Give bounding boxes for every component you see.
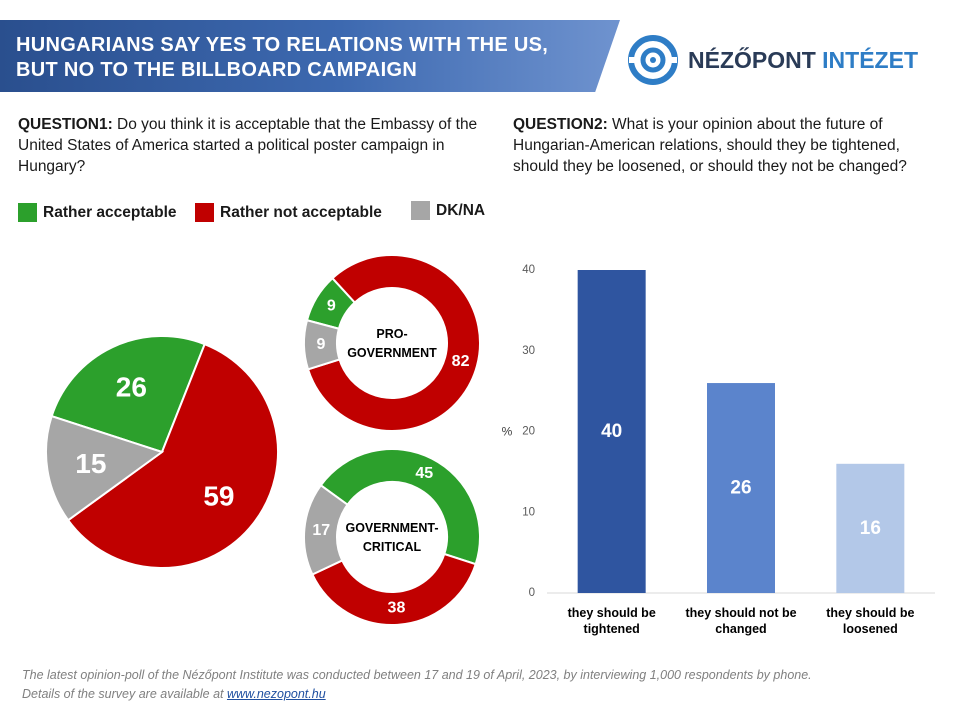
title-line-2: BUT NO TO THE BILLBOARD CAMPAIGN (16, 59, 418, 81)
slice-rather-not-acceptable (311, 552, 477, 626)
legend-item-dkna: DK/NA (411, 201, 485, 220)
bar-2 (707, 383, 775, 593)
slice-dk-na (45, 414, 165, 522)
question-2-text: What is your opinion about the future of… (513, 116, 907, 175)
donut-chart-pro-government: 9 82 9 PRO- GOVERNMENT (303, 254, 481, 432)
y-tick-label: 40 (522, 264, 535, 276)
donut-title-line-2: GOVERNMENT (347, 346, 437, 360)
header-banner (0, 20, 620, 92)
slice-label-rather-acceptable: 45 (415, 465, 433, 482)
donut-title-line-2: CRITICAL (363, 540, 422, 554)
slice-label-dk-na: 15 (75, 448, 106, 479)
y-tick-label: 20 (522, 426, 535, 438)
question-1-label: QUESTION1: (18, 116, 113, 133)
slice-label-dk-na: 17 (312, 522, 330, 539)
legend-item-not-acceptable: Rather not acceptable (195, 203, 382, 222)
slice-label-rather-not-acceptable: 38 (388, 599, 406, 616)
donut-chart-government-critical: 45 38 17 GOVERNMENT- CRITICAL (303, 448, 481, 626)
question-1: QUESTION1: Do you think it is acceptable… (18, 114, 488, 177)
target-icon (628, 35, 678, 85)
slice-label-rather-not-acceptable: 82 (452, 353, 470, 370)
x-tick-label: they should be (826, 606, 914, 620)
y-axis-label: % (502, 425, 513, 439)
legend-swatch-acceptable (18, 203, 37, 222)
logo-wordmark: NÉZŐPONT INTÉZET (688, 47, 918, 74)
nezopont-logo: NÉZŐPONT INTÉZET (628, 34, 918, 86)
slice-rather-not-acceptable (306, 254, 481, 432)
legend-label-acceptable: Rather acceptable (43, 203, 177, 221)
footnote: The latest opinion-poll of the Nézőpont … (22, 666, 952, 704)
survey-link[interactable]: www.nezopont.hu (226, 687, 326, 701)
slice-label-dk-na: 9 (317, 336, 326, 353)
y-tick-label: 10 (522, 506, 535, 518)
legend-swatch-not-acceptable (195, 203, 214, 222)
bar-1 (577, 270, 646, 593)
slice-rather-not-acceptable (66, 342, 279, 569)
pie-chart-total: 26 59 15 (45, 335, 279, 569)
legend-label-dkna: DK/NA (436, 201, 486, 219)
x-tick-label: tightened (584, 622, 640, 636)
logo-word-1: NÉZŐPONT (688, 46, 816, 73)
title-line-1: HUNGARIANS SAY YES TO RELATIONS WITH THE… (16, 34, 549, 56)
x-tick-label: changed (715, 622, 766, 636)
donut-title-line-1: PRO- (376, 327, 407, 341)
bar-value-label: 40 (601, 421, 622, 442)
bar-3 (836, 463, 905, 593)
question-2-label: QUESTION2: (513, 116, 608, 133)
y-tick-label: 30 (522, 345, 535, 357)
footnote-line-1: The latest opinion-poll of the Nézőpont … (22, 668, 812, 682)
x-tick-label: loosened (843, 622, 898, 636)
slice-label-rather-acceptable: 26 (116, 371, 147, 402)
legend-label-not-acceptable: Rather not acceptable (220, 203, 382, 221)
slice-rather-acceptable (319, 448, 481, 566)
legend-swatch-dkna (411, 201, 430, 220)
x-tick-label: they should not be (685, 606, 796, 620)
bar-value-label: 16 (860, 518, 881, 539)
footnote-line-2: Details of the survey are available at (22, 687, 227, 701)
donut-title-line-1: GOVERNMENT- (345, 521, 438, 535)
slice-dk-na (303, 483, 349, 576)
y-tick-label: 0 (529, 587, 535, 599)
slice-dk-na (303, 318, 341, 371)
x-tick-label: they should be (568, 606, 656, 620)
slice-label-rather-not-acceptable: 59 (203, 481, 234, 512)
bar-chart-relations: 0 10 20 30 40% 40 they should be tightened 26 the… (502, 264, 935, 636)
legend-item-acceptable: Rather acceptable (18, 203, 177, 222)
slice-label-rather-acceptable: 9 (327, 298, 336, 315)
logo-word-2: INTÉZET (822, 46, 919, 73)
bar-value-label: 26 (730, 478, 751, 499)
question-1-text: Do you think it is acceptable that the E… (18, 116, 478, 175)
page-title: HUNGARIANS SAY YES TO RELATIONS WITH THE… (16, 33, 576, 83)
question-2: QUESTION2: What is your opinion about th… (513, 114, 913, 177)
slice-rather-acceptable (50, 335, 207, 454)
